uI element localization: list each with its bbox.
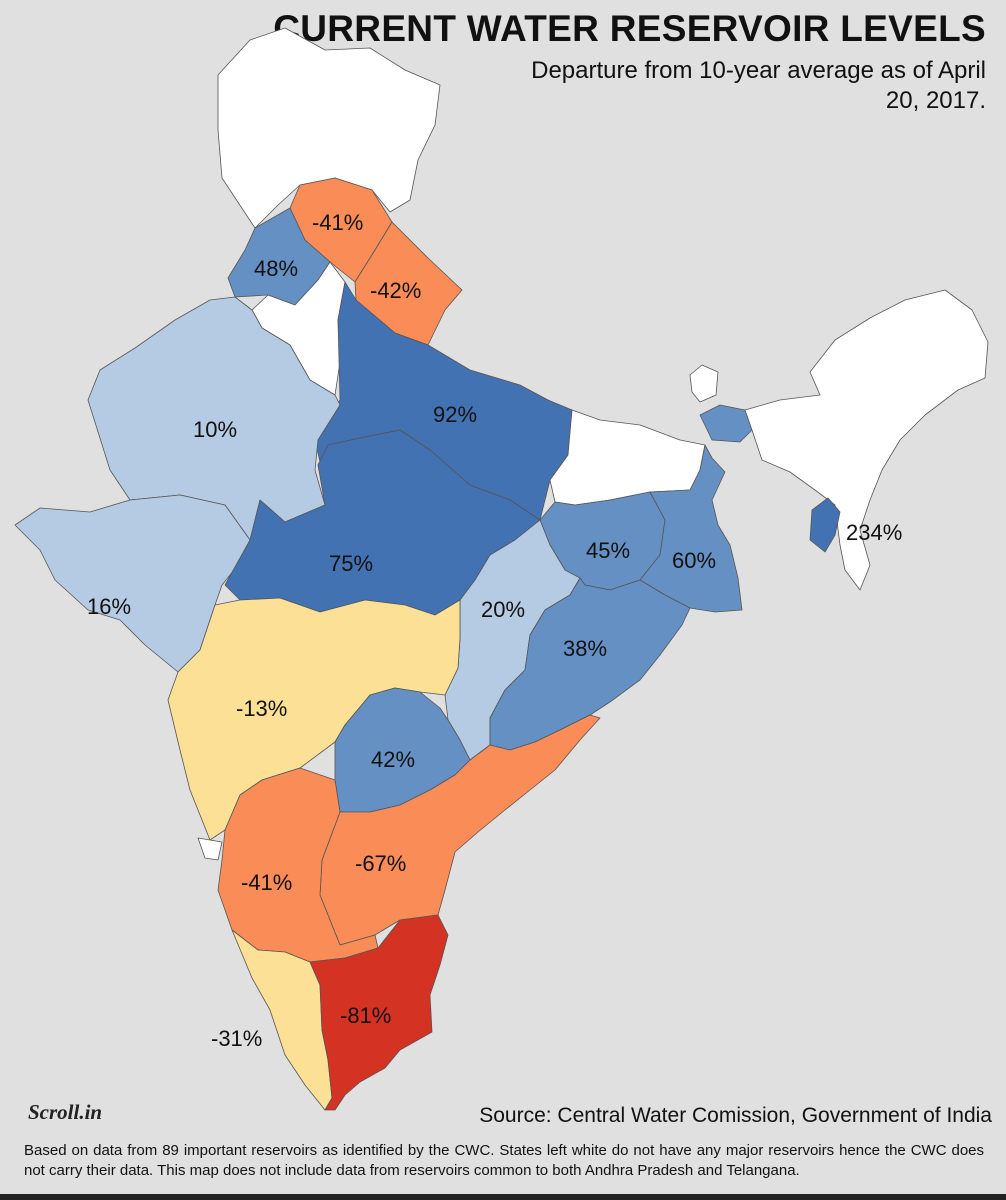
label-himachal-pradesh: -41% <box>312 210 363 235</box>
region-andhra-pradesh <box>319 714 601 946</box>
label-uttarakhand: -42% <box>370 278 421 303</box>
label-jharkhand: 45% <box>586 538 630 563</box>
label-kerala: -31% <box>211 1026 262 1051</box>
label-madhya-pradesh: 75% <box>329 551 373 576</box>
region-tripura <box>809 497 841 553</box>
region-north-east <box>744 289 989 591</box>
region-gujarat <box>14 494 251 673</box>
label-maharashtra: -13% <box>236 696 287 721</box>
region-sikkim <box>699 404 753 443</box>
label-gujarat: 16% <box>87 594 131 619</box>
label-odisha: 38% <box>563 636 607 661</box>
label-tamil-nadu: -81% <box>340 1003 391 1028</box>
label-andhra-pradesh: -67% <box>355 851 406 876</box>
label-uttar-pradesh: 92% <box>433 402 477 427</box>
label-karnataka: -41% <box>241 870 292 895</box>
region-uttarakhand <box>354 221 463 346</box>
bottom-bar <box>0 1194 1006 1200</box>
region-west-bengal <box>639 444 743 613</box>
label-tripura: 234% <box>846 520 902 545</box>
map-subtitle: Departure from 10-year average as of Apr… <box>531 57 986 114</box>
region-goa <box>197 837 223 861</box>
source-credit: Source: Central Water Comission, Governm… <box>479 1104 992 1127</box>
island-north <box>689 364 719 403</box>
label-rajasthan: 10% <box>193 417 237 442</box>
label-west-bengal: 60% <box>672 548 716 573</box>
scroll-logo: Scroll.in <box>28 1100 103 1124</box>
label-telangana: 42% <box>371 747 415 772</box>
map-title: CURRENT WATER RESERVOIR LEVELS <box>273 8 986 49</box>
region-tamil-nadu <box>309 914 449 1111</box>
footnote: Based on data from 89 important reservoi… <box>24 1142 984 1179</box>
label-chhattisgarh: 20% <box>481 597 525 622</box>
value-labels: -41% 48% -42% 92% 10% 16% 75% 45% 60% 20… <box>87 210 902 1051</box>
label-punjab: 48% <box>254 256 298 281</box>
